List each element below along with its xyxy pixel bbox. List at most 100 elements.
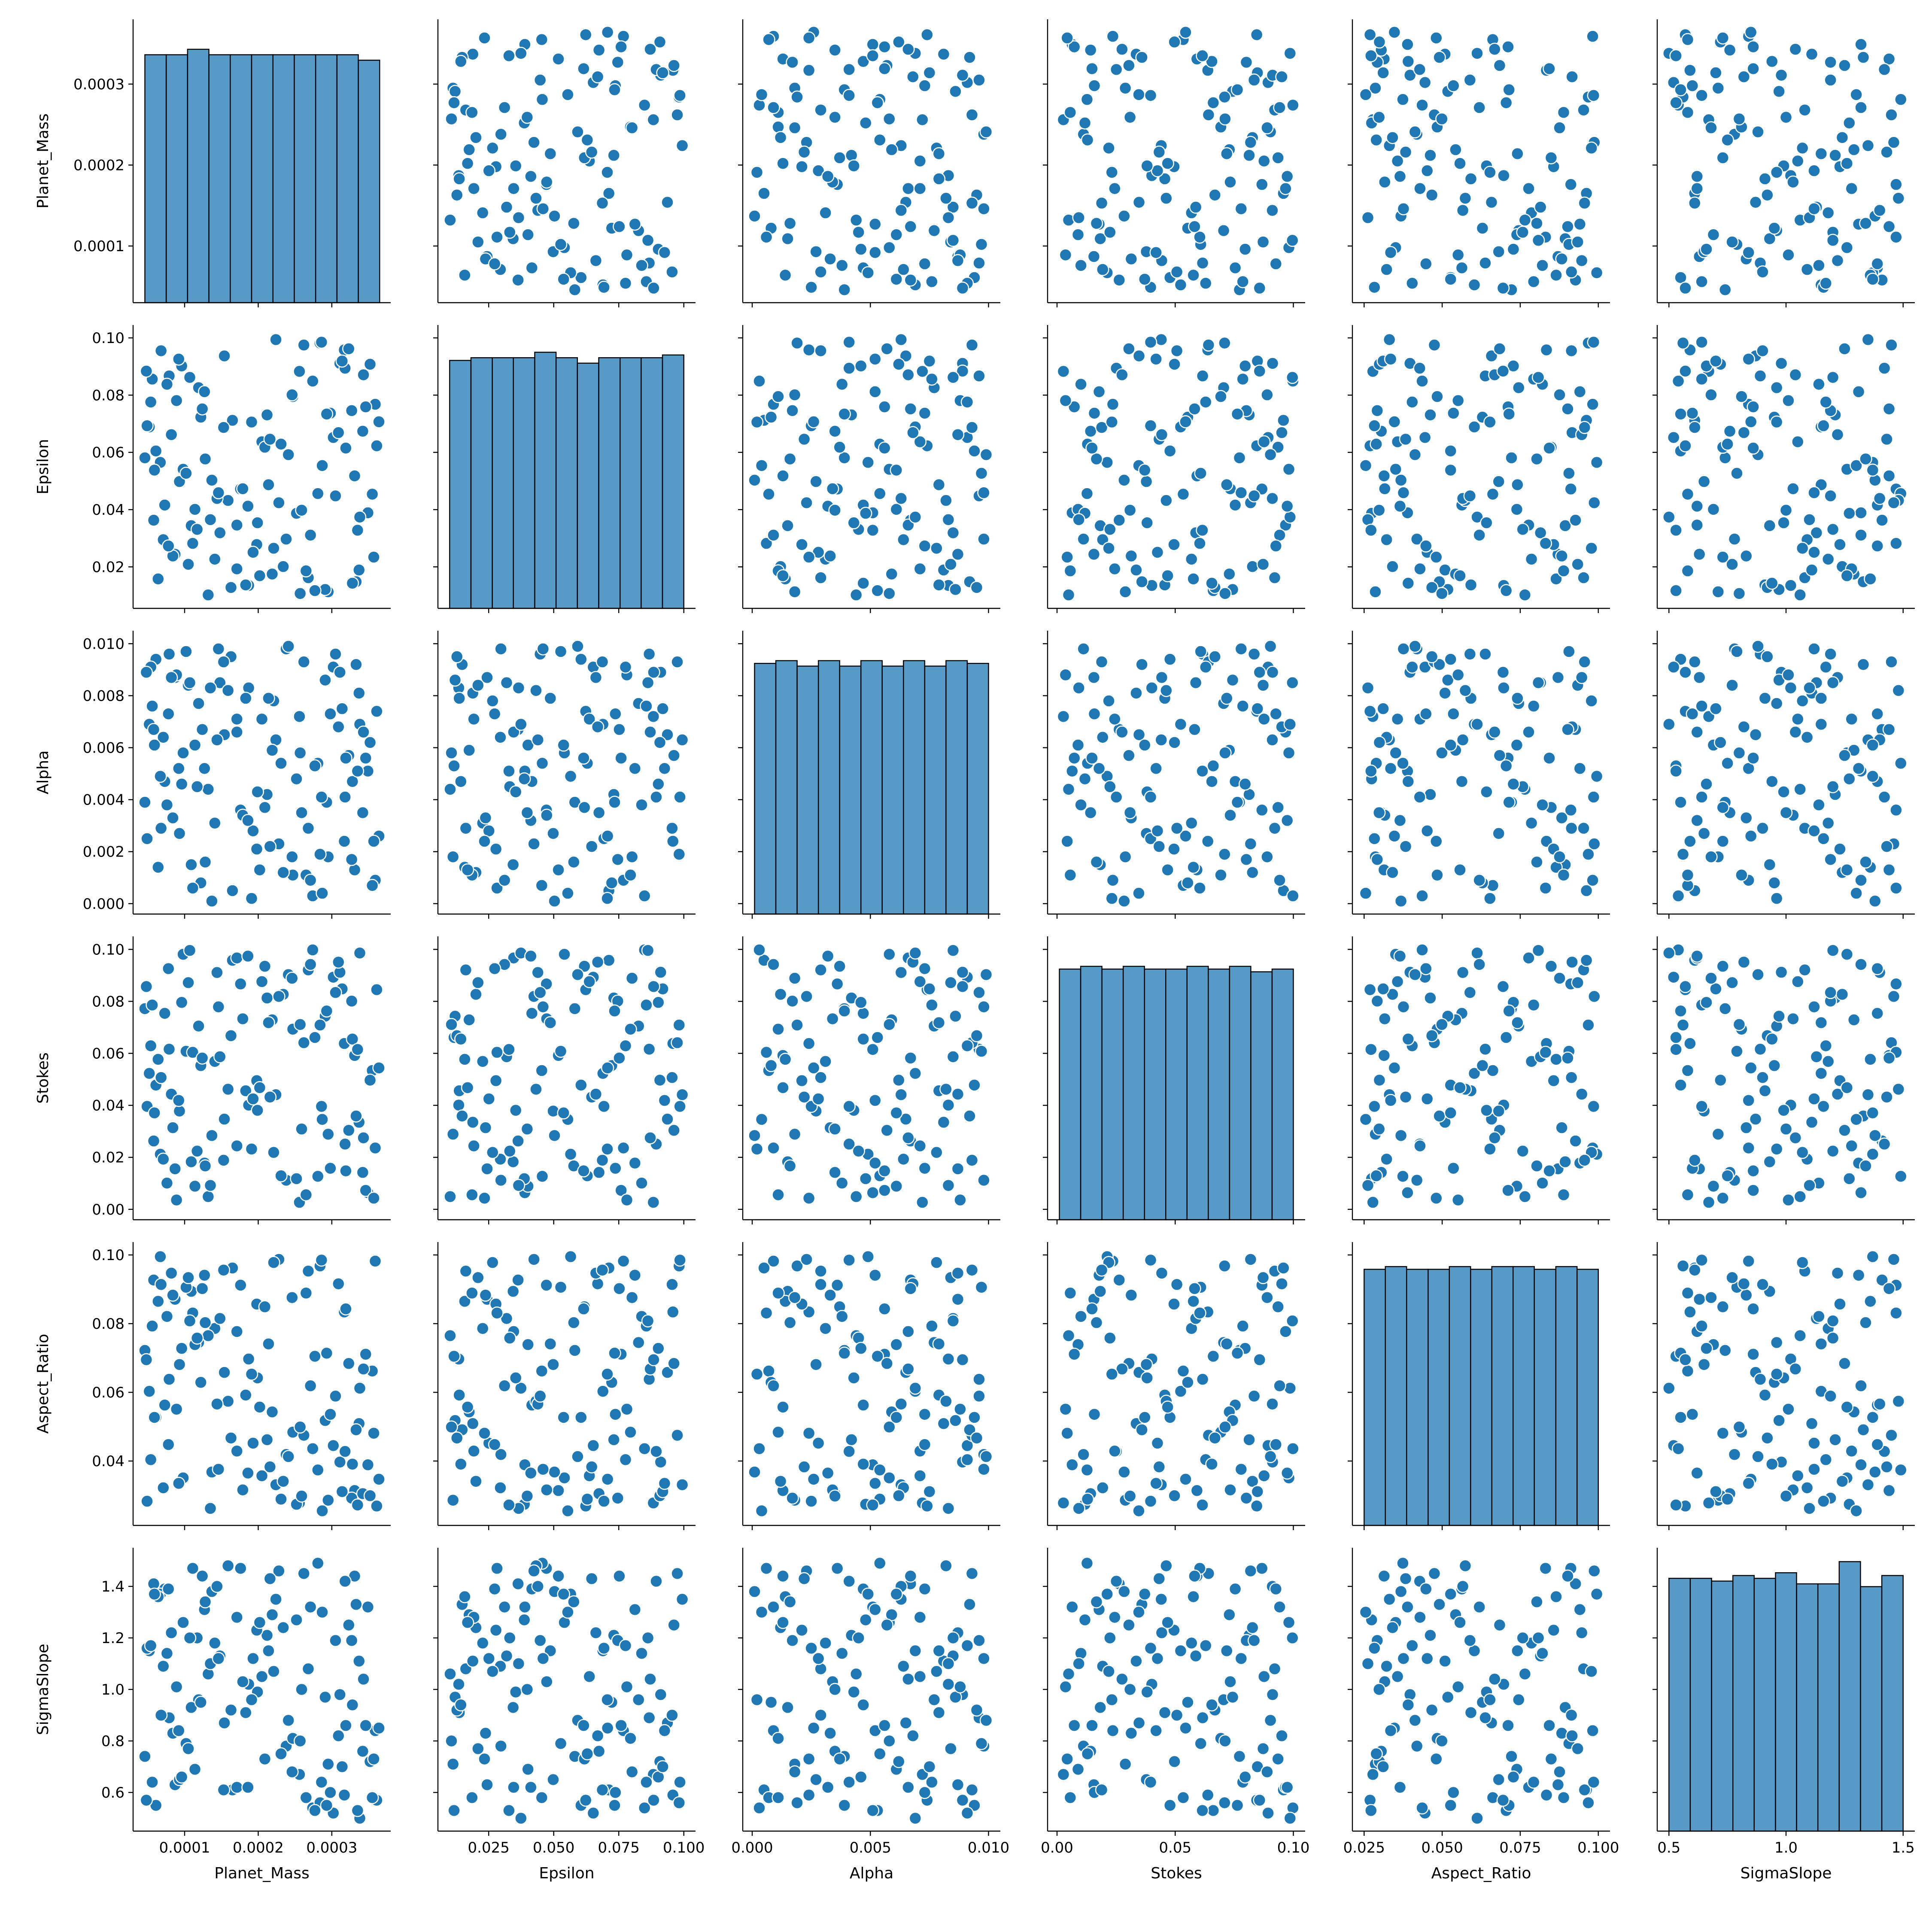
scatter-point [201, 1329, 215, 1343]
scatter-point [904, 1051, 917, 1065]
y-tick-label: 0.06 [92, 444, 125, 462]
scatter-point [954, 1193, 967, 1207]
scatter-point [923, 1760, 936, 1774]
scatter-point [502, 49, 516, 63]
y-tick-label: 0.08 [92, 1315, 125, 1333]
scatter-point [975, 237, 988, 251]
scatter-point [1889, 537, 1903, 550]
scatter-point [1103, 780, 1117, 793]
scatter-point [198, 855, 212, 869]
scatter-point [1688, 421, 1701, 434]
scatter-point [1158, 172, 1172, 185]
scatter-point [1793, 1190, 1807, 1203]
hist-bar [1817, 1583, 1840, 1832]
scatter-point [1758, 172, 1772, 185]
scatter-point [1847, 143, 1861, 156]
scatter-point [554, 1737, 568, 1750]
scatter-point [1676, 848, 1690, 861]
scatter-point [611, 1492, 625, 1505]
scatter-point [1078, 116, 1092, 130]
scatter-point [149, 444, 163, 458]
scatter-point [826, 482, 839, 495]
scatter-point [1257, 435, 1271, 449]
scatter-point [1444, 738, 1457, 752]
scatter-point [221, 684, 235, 697]
scatter-point [1885, 108, 1898, 122]
scatter-point [1553, 388, 1566, 401]
scatter-point [960, 1453, 974, 1467]
scatter-point [172, 1094, 185, 1107]
hist-bar [1753, 1577, 1776, 1832]
scatter-point [1662, 717, 1676, 731]
scatter-point [1196, 1711, 1209, 1725]
scatter-point [1692, 547, 1706, 561]
scatter-point [781, 232, 794, 246]
scatter-point [642, 1042, 656, 1056]
scatter-point [776, 1569, 790, 1583]
scatter-point [1253, 365, 1267, 378]
scatter-point [339, 1302, 352, 1315]
scatter-point [255, 712, 269, 726]
scatter-point [890, 1106, 903, 1120]
scatter-point [1795, 541, 1809, 555]
scatter-point [611, 55, 625, 69]
scatter-point [1871, 1438, 1884, 1451]
scatter-point [1882, 220, 1896, 233]
x-tick-label: 0.100 [663, 1839, 705, 1856]
scatter-point [456, 1109, 469, 1123]
y-tick-label: 0.002 [83, 844, 125, 861]
scatter-point [620, 1402, 634, 1416]
scatter-point [1279, 182, 1292, 195]
scatter-point [295, 1683, 308, 1696]
scatter-point [1413, 1610, 1427, 1624]
scatter-point [1527, 1775, 1540, 1789]
scatter-point [951, 1088, 965, 1101]
scatter-point [329, 1389, 342, 1403]
scatter-point [1144, 1641, 1157, 1655]
hist-bar [165, 54, 188, 304]
scatter-point [883, 948, 896, 961]
scatter-point [1453, 569, 1467, 583]
scatter-point [1840, 157, 1854, 170]
scatter-point [1467, 420, 1481, 434]
scatter-point [297, 1036, 310, 1049]
scatter-point [1470, 717, 1484, 731]
scatter-point [1758, 1388, 1772, 1402]
scatter-point [1179, 1721, 1192, 1735]
scatter-point [253, 569, 267, 583]
scatter-point [1451, 668, 1465, 682]
scatter-point [500, 676, 513, 690]
scatter-point [871, 96, 884, 109]
scatter-point [613, 220, 626, 233]
scatter-point [579, 1793, 592, 1807]
scatter-point [1185, 1636, 1198, 1650]
scatter-point [894, 492, 908, 505]
scatter-point [1871, 962, 1884, 975]
scatter-point [1376, 1760, 1390, 1774]
scatter-point [1531, 234, 1545, 247]
scatter-point [1681, 106, 1695, 119]
scatter-point [1247, 1634, 1261, 1647]
scatter-point [650, 1445, 663, 1458]
scatter-point [514, 1382, 528, 1395]
scatter-point [1829, 149, 1842, 162]
hist-bar [1101, 968, 1124, 1221]
y-tick-label: 1.0 [101, 1681, 125, 1698]
scatter-point [322, 1127, 335, 1141]
scatter-point [1833, 1297, 1847, 1311]
scatter-point [1393, 170, 1407, 183]
scatter-point [975, 1280, 988, 1294]
scatter-point [811, 1652, 825, 1665]
scatter-point [1814, 1066, 1828, 1080]
scatter-point [1493, 1618, 1507, 1632]
scatter-point [308, 759, 322, 773]
scatter-point [1833, 842, 1847, 856]
scatter-point [1118, 585, 1132, 598]
scatter-point [186, 537, 200, 550]
scatter-point [849, 213, 863, 227]
scatter-point [619, 660, 632, 674]
scatter-point [1286, 889, 1300, 902]
scatter-point [356, 806, 370, 820]
scatter-point [1115, 368, 1129, 382]
scatter-point [925, 372, 939, 386]
